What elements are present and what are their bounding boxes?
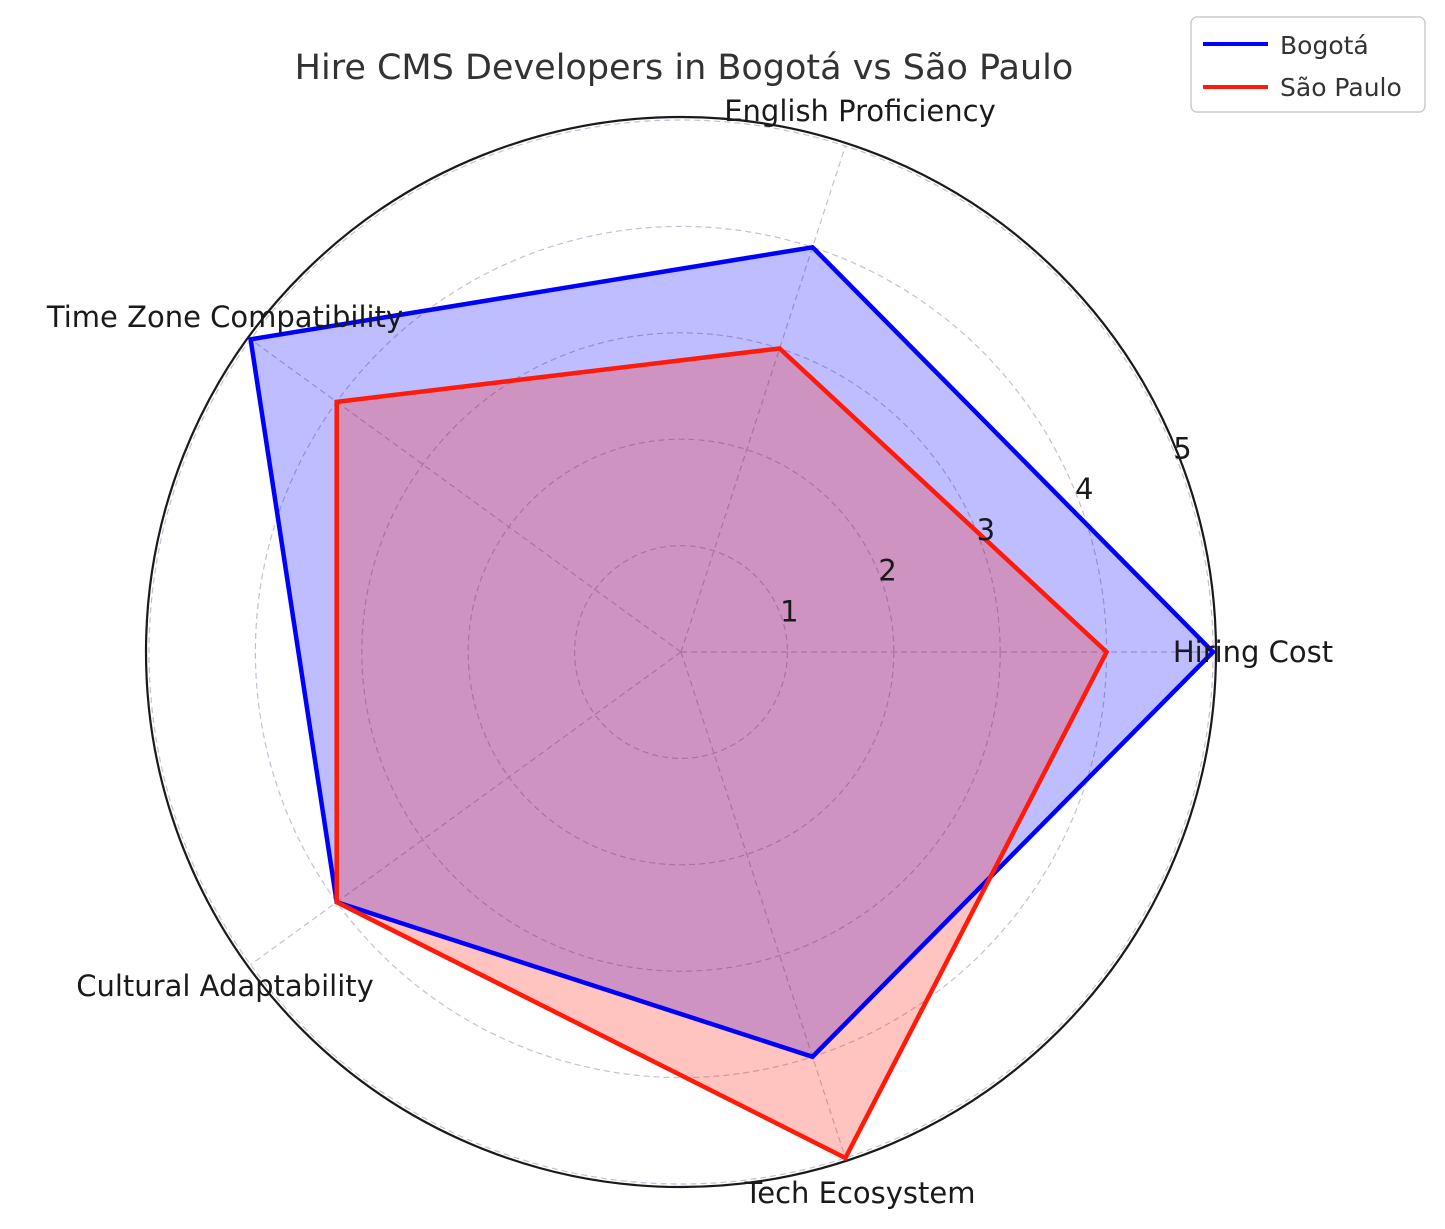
series-fill-bogota (250, 247, 1213, 1057)
radial-tick-labels: 1 2 3 4 5 (780, 431, 1192, 628)
axis-label: Tech Ecosystem (743, 1176, 975, 1210)
axis-label: Cultural Adaptability (76, 969, 374, 1003)
axis-label: Hiring Cost (1173, 635, 1333, 669)
grid-spoke (250, 338, 682, 653)
series-layer (248, 244, 1217, 1161)
radial-tick-label: 2 (878, 554, 896, 588)
radial-tick-label: 4 (1075, 472, 1093, 506)
series-line-bogota (248, 244, 1217, 1060)
series-line-sao-paulo (334, 346, 1110, 1161)
axis-label: Time Zone Compatibility (46, 300, 403, 334)
grid-spoke (680, 145, 846, 653)
axis-label: English Proficiency (724, 94, 996, 128)
radial-tick-label: 5 (1173, 431, 1191, 465)
legend-label-sao-paulo: São Paulo (1280, 73, 1402, 102)
grid-spoke (250, 651, 682, 966)
chart-title: Hire CMS Developers in Bogotá vs São Pau… (295, 48, 1074, 88)
grid-spoke (680, 651, 846, 1159)
radial-tick-label: 3 (977, 513, 995, 547)
grid-ring-3 (361, 332, 1001, 972)
radial-tick-label: 1 (780, 594, 798, 628)
axis-labels: Hiring Cost English Proficiency Time Zone … (46, 94, 1333, 1210)
legend-label-bogota: Bogotá (1280, 31, 1369, 60)
legend: Bogotá São Paulo (1190, 16, 1426, 113)
grid-ring-1 (573, 544, 788, 759)
